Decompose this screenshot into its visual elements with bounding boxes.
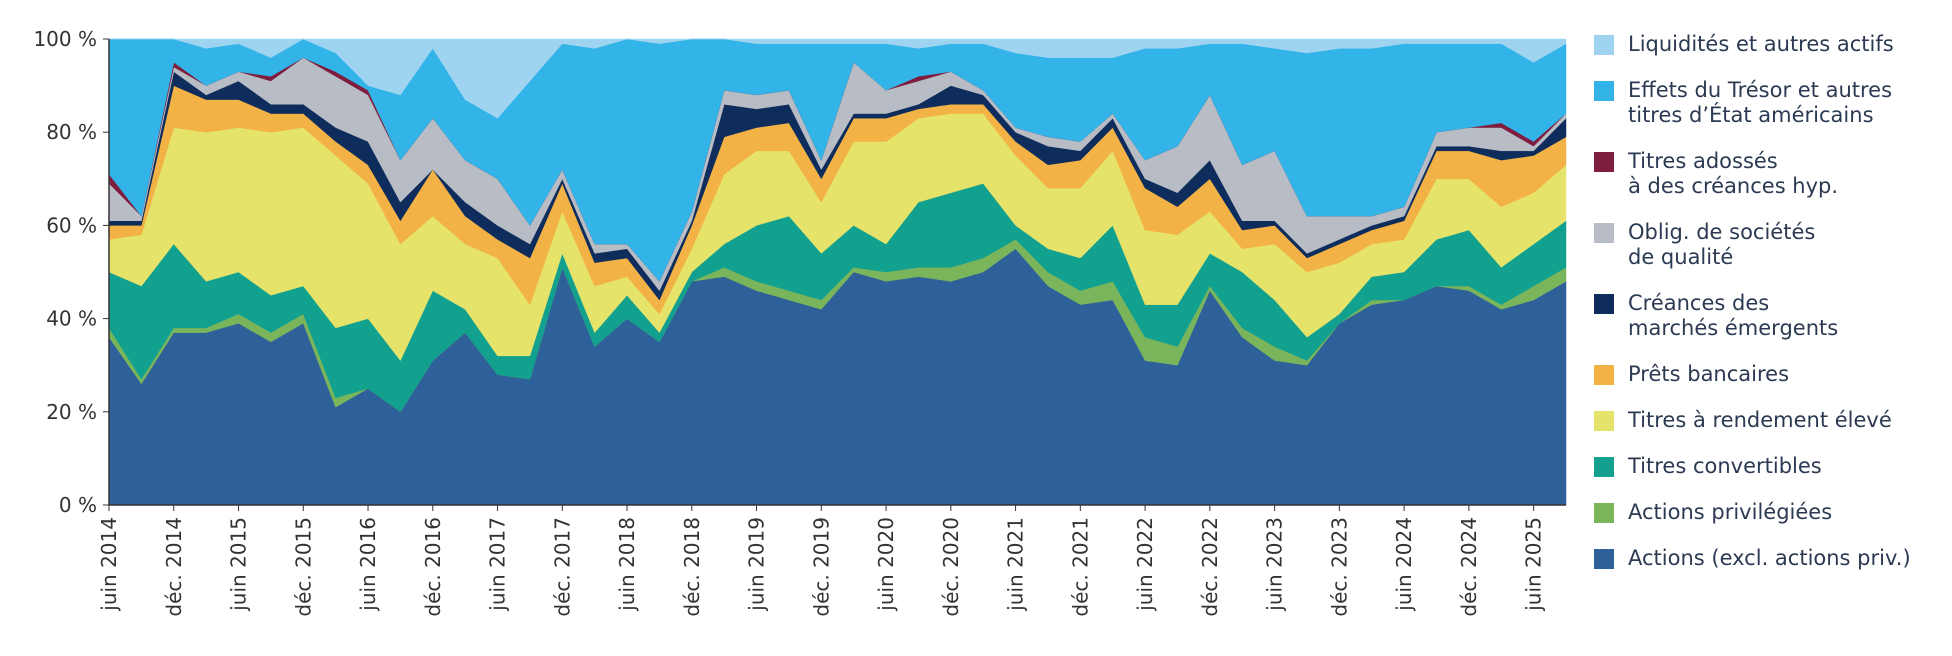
legend-item: Actions privilégiées xyxy=(1594,500,1911,525)
legend-swatch xyxy=(1594,294,1614,314)
legend-label: Créances des marchés émergents xyxy=(1628,291,1839,340)
legend-item: Effets du Trésor et autres titres d’État… xyxy=(1594,78,1911,128)
x-tick-label: déc. 2014 xyxy=(162,517,186,617)
legend-swatch xyxy=(1594,35,1614,55)
x-tick-label: déc. 2023 xyxy=(1327,517,1351,617)
x-tick-label: juin 2016 xyxy=(356,517,380,612)
x-tick-label: juin 2018 xyxy=(615,517,639,612)
x-tick-label: déc. 2019 xyxy=(809,517,833,617)
legend-label: Titres adossés à des créances hyp. xyxy=(1628,149,1839,198)
x-tick-label: juin 2019 xyxy=(745,517,769,612)
legend-item: Liquidités et autres actifs xyxy=(1594,32,1911,57)
legend-swatch xyxy=(1594,223,1614,243)
legend-item: Prêts bancaires xyxy=(1594,362,1911,387)
x-tick-label: déc. 2024 xyxy=(1457,517,1481,617)
legend-swatch xyxy=(1594,549,1614,569)
legend-label: Titres à rendement élevé xyxy=(1628,408,1892,432)
x-tick-label: déc. 2015 xyxy=(291,517,315,617)
legend-swatch xyxy=(1594,152,1614,172)
legend-label: Actions privilégiées xyxy=(1628,500,1833,524)
x-tick-label: juin 2025 xyxy=(1522,517,1546,612)
x-tick-label: déc. 2021 xyxy=(1068,517,1092,617)
legend-item: Actions (excl. actions priv.) xyxy=(1594,546,1911,571)
y-tick-label: 40 % xyxy=(46,307,97,331)
x-tick-label: déc. 2017 xyxy=(550,517,574,617)
y-tick-label: 20 % xyxy=(46,400,97,424)
x-tick-label: juin 2015 xyxy=(227,517,251,612)
x-tick-label: déc. 2018 xyxy=(680,517,704,617)
legend-label: Effets du Trésor et autres titres d’État… xyxy=(1628,78,1893,127)
legend-label: Actions (excl. actions priv.) xyxy=(1628,546,1911,570)
x-tick-label: juin 2020 xyxy=(874,517,898,612)
x-tick-label: juin 2022 xyxy=(1133,517,1157,612)
legend: Liquidités et autres actifs Effets du Tré… xyxy=(1594,32,1911,571)
legend-swatch xyxy=(1594,411,1614,431)
legend-label: Titres convertibles xyxy=(1628,454,1822,478)
y-tick-label: 0 % xyxy=(59,493,97,517)
area xyxy=(109,38,1567,119)
x-tick-label: juin 2017 xyxy=(486,517,510,612)
legend-item: Titres convertibles xyxy=(1594,454,1911,479)
legend-label: Liquidités et autres actifs xyxy=(1628,32,1894,56)
x-tick-label: déc. 2020 xyxy=(939,517,963,617)
y-tick-label: 100 % xyxy=(33,27,97,51)
x-tick-label: juin 2024 xyxy=(1392,517,1416,612)
legend-swatch xyxy=(1594,503,1614,523)
x-tick-label: juin 2023 xyxy=(1263,517,1287,612)
legend-swatch xyxy=(1594,81,1614,101)
x-tick-label: juin 2014 xyxy=(97,517,121,612)
plot: 0 % 20 % 40 % 60 % 80 % 100 % juin 2014 déc. 20… xyxy=(33,27,1567,617)
legend-swatch xyxy=(1594,457,1614,477)
legend-item: Oblig. de sociétés de qualité xyxy=(1594,220,1911,270)
y-tick-label: 80 % xyxy=(46,120,97,144)
x-tick-label: juin 2021 xyxy=(1004,517,1028,612)
x-tick-label: déc. 2022 xyxy=(1198,517,1222,617)
legend-label: Prêts bancaires xyxy=(1628,362,1790,386)
legend-item: Titres à rendement élevé xyxy=(1594,408,1911,433)
legend-item: Titres adossés à des créances hyp. xyxy=(1594,149,1911,199)
y-tick-label: 60 % xyxy=(46,213,97,237)
legend-swatch xyxy=(1594,365,1614,385)
x-tick-label: déc. 2016 xyxy=(421,517,445,617)
legend-label: Oblig. de sociétés de qualité xyxy=(1628,220,1816,269)
legend-item: Créances des marchés émergents xyxy=(1594,291,1911,341)
